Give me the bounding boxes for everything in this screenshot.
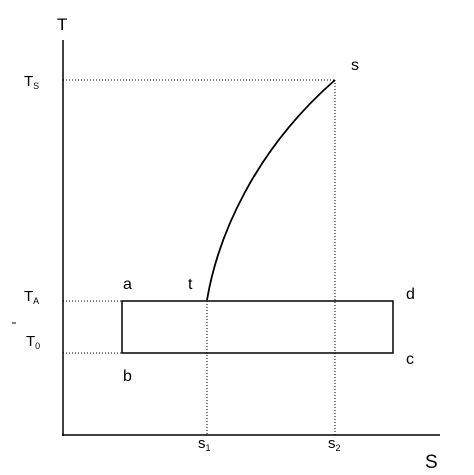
point-label: t [188,276,193,293]
x-axis-label: S [425,452,438,473]
label-sub: 2 [336,443,341,453]
point-label: s [351,57,359,74]
point-label: d [406,286,415,303]
label-main: T [26,333,35,350]
point-label: b [123,368,132,385]
label-sub: S [33,81,39,91]
curve [206,79,336,301]
label-main: T [24,288,33,305]
x-tick-label: s1 [198,435,211,453]
label-sub: 0 [35,341,40,351]
x-tick-label: s2 [328,435,341,453]
y-tick-label: T0 [26,333,40,351]
y-tick-label: TS [24,73,39,91]
label-main: s [328,435,336,452]
label-sub: A [33,296,39,306]
point-label: a [123,276,132,293]
point-label: c [406,351,414,368]
label-sub: 1 [206,443,211,453]
label-main: s [198,435,206,452]
y-axis-label: T [57,15,67,34]
y-tick-label: TA [24,288,39,306]
cycle-rectangle [121,300,394,354]
label-main: T [24,73,33,90]
